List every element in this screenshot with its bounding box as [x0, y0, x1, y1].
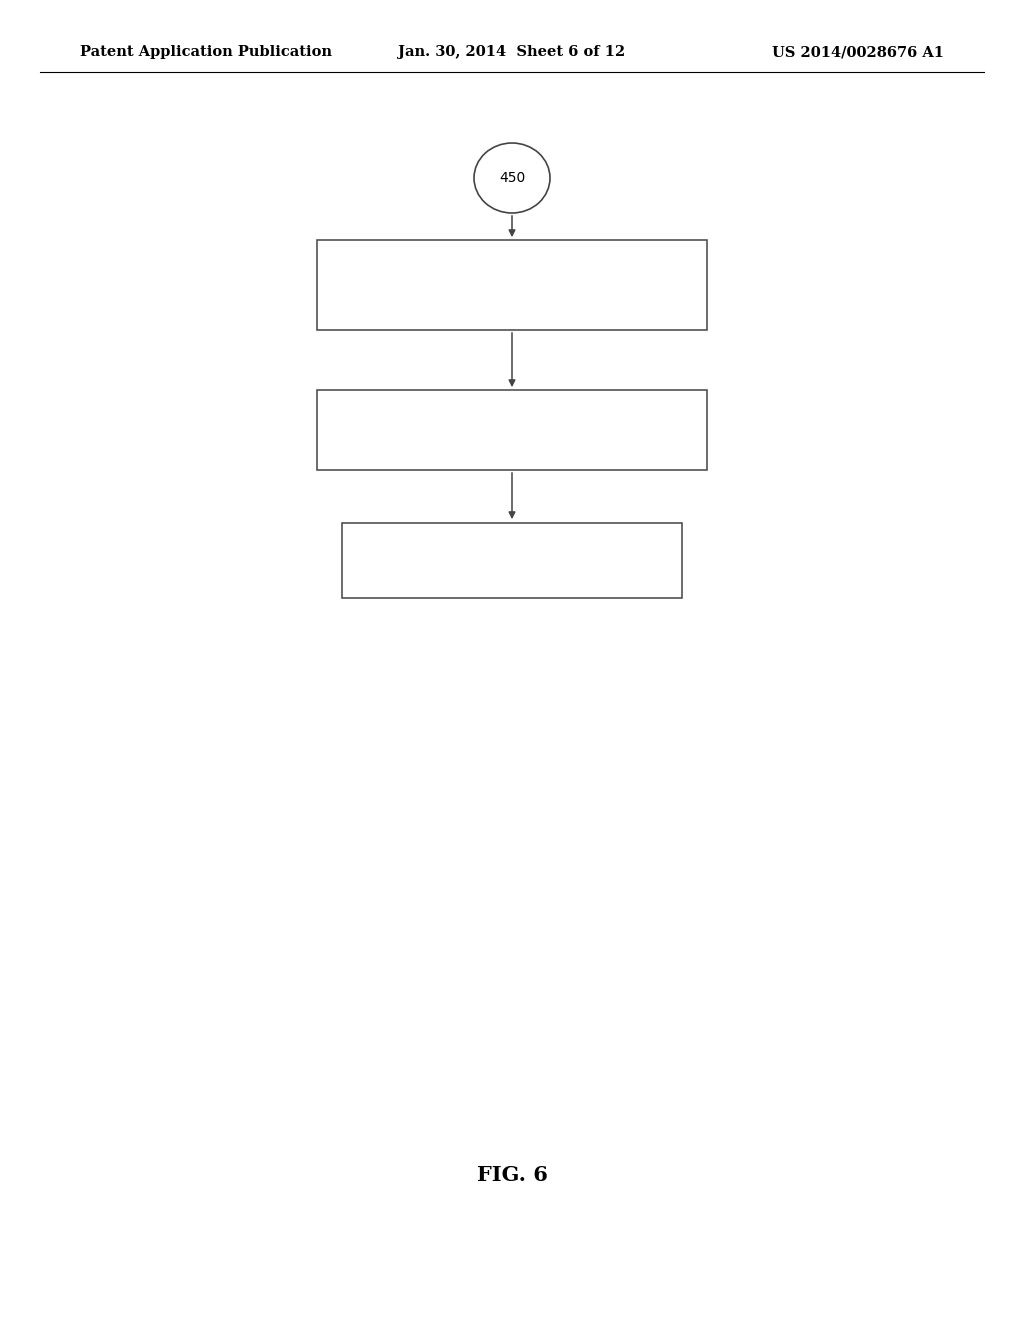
- Bar: [317, 240, 707, 330]
- Text: Jan. 30, 2014  Sheet 6 of 12: Jan. 30, 2014 Sheet 6 of 12: [398, 45, 626, 59]
- Text: Patent Application Publication: Patent Application Publication: [80, 45, 332, 59]
- Text: US 2014/0028676 A1: US 2014/0028676 A1: [772, 45, 944, 59]
- Text: Alter mesh information to remove
identified inversions
630: Alter mesh information to remove identif…: [398, 536, 626, 585]
- Text: Receive simplified meshes for water bottom and water
surface for a given tile in: Receive simplified meshes for water bott…: [329, 260, 695, 309]
- Bar: [317, 389, 707, 470]
- Text: FIG. 6: FIG. 6: [476, 1166, 548, 1185]
- Text: 450: 450: [499, 172, 525, 185]
- Bar: [342, 523, 682, 598]
- Text: Identify inversions between the simplified water bottom
and water surface meshes: Identify inversions between the simplifi…: [325, 405, 699, 454]
